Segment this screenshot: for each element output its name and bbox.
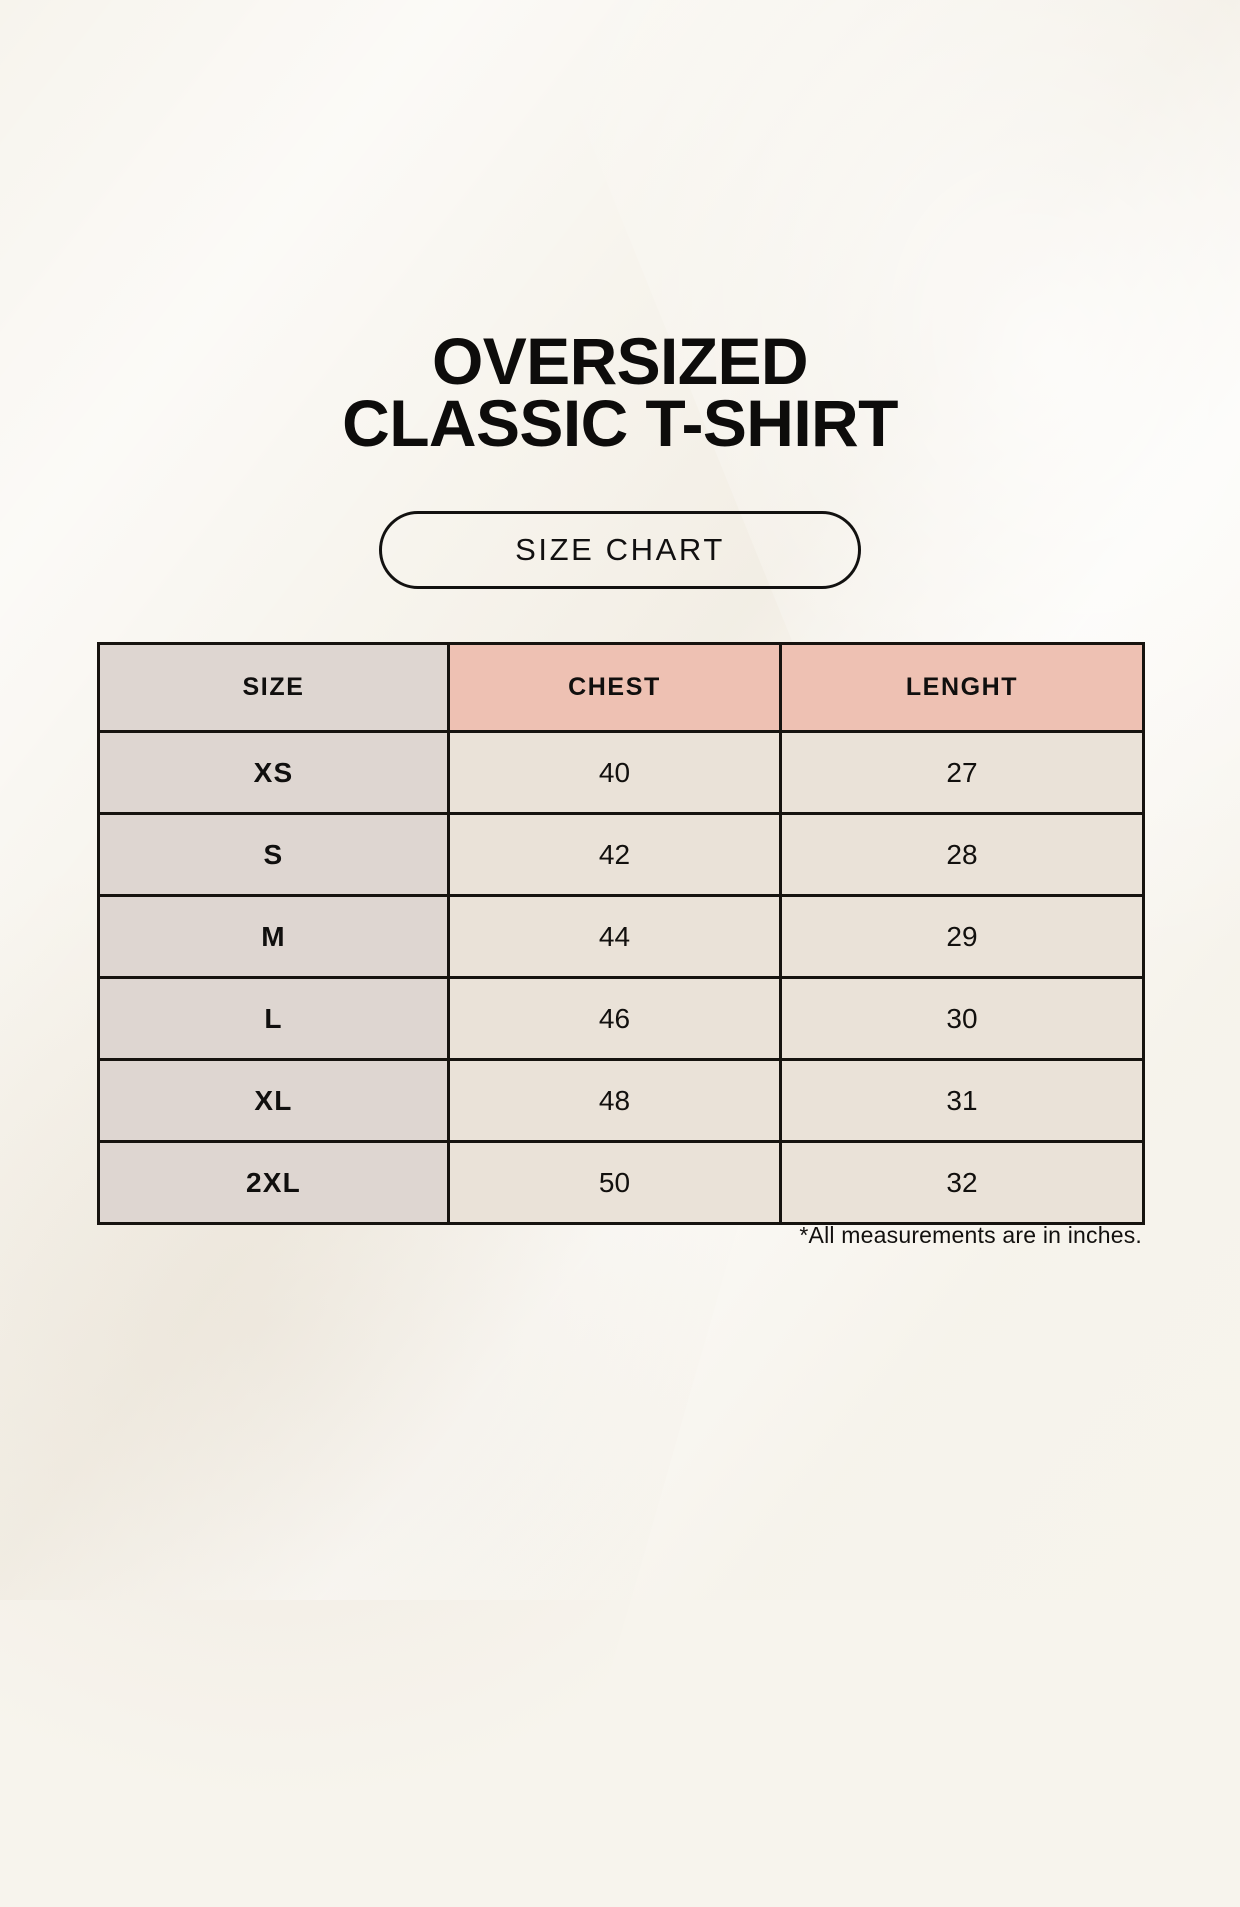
cell-chest: 40: [447, 730, 782, 815]
page-title: OVERSIZED CLASSIC T-SHIRT: [0, 324, 1240, 460]
cell-size: 2XL: [97, 1140, 450, 1225]
size-chart-badge-wrapper: SIZE CHART: [0, 511, 1240, 589]
cell-length: 32: [779, 1140, 1145, 1225]
column-header-size: SIZE: [97, 642, 450, 733]
size-chart-page: OVERSIZED CLASSIC T-SHIRT SIZE CHART SIZ…: [0, 324, 1240, 1248]
cell-length: 28: [779, 812, 1145, 897]
cell-length: 31: [779, 1058, 1145, 1143]
page-title-line-2: CLASSIC T-SHIRT: [342, 386, 898, 460]
size-table-wrapper: SIZE CHEST LENGHT XS 40 27 S 42 28 M: [97, 642, 1145, 1225]
size-table-header: SIZE CHEST LENGHT: [97, 642, 1145, 733]
cell-chest: 46: [447, 976, 782, 1061]
table-header-row: SIZE CHEST LENGHT: [97, 642, 1145, 733]
cell-size: XS: [97, 730, 450, 815]
cell-size: L: [97, 976, 450, 1061]
table-row: XS 40 27: [97, 730, 1145, 815]
table-row: L 46 30: [97, 976, 1145, 1061]
cell-chest: 44: [447, 894, 782, 979]
table-row: 2XL 50 32: [97, 1140, 1145, 1225]
table-row: S 42 28: [97, 812, 1145, 897]
size-table-body: XS 40 27 S 42 28 M 44 29 L 46 30: [97, 730, 1145, 1225]
measurement-units-note: *All measurements are in inches.: [799, 1222, 1142, 1248]
size-chart-badge-label: SIZE CHART: [515, 532, 725, 567]
page-title-line-1: OVERSIZED: [431, 324, 809, 398]
column-header-chest: CHEST: [447, 642, 782, 733]
cell-chest: 48: [447, 1058, 782, 1143]
table-row: M 44 29: [97, 894, 1145, 979]
cell-size: M: [97, 894, 450, 979]
cell-chest: 50: [447, 1140, 782, 1225]
cell-size: S: [97, 812, 450, 897]
cell-length: 30: [779, 976, 1145, 1061]
size-chart-badge: SIZE CHART: [379, 511, 861, 589]
cell-size: XL: [97, 1058, 450, 1143]
size-table: SIZE CHEST LENGHT XS 40 27 S 42 28 M: [97, 642, 1145, 1225]
column-header-length: LENGHT: [779, 642, 1145, 733]
table-row: XL 48 31: [97, 1058, 1145, 1143]
cell-length: 27: [779, 730, 1145, 815]
cell-chest: 42: [447, 812, 782, 897]
cell-length: 29: [779, 894, 1145, 979]
